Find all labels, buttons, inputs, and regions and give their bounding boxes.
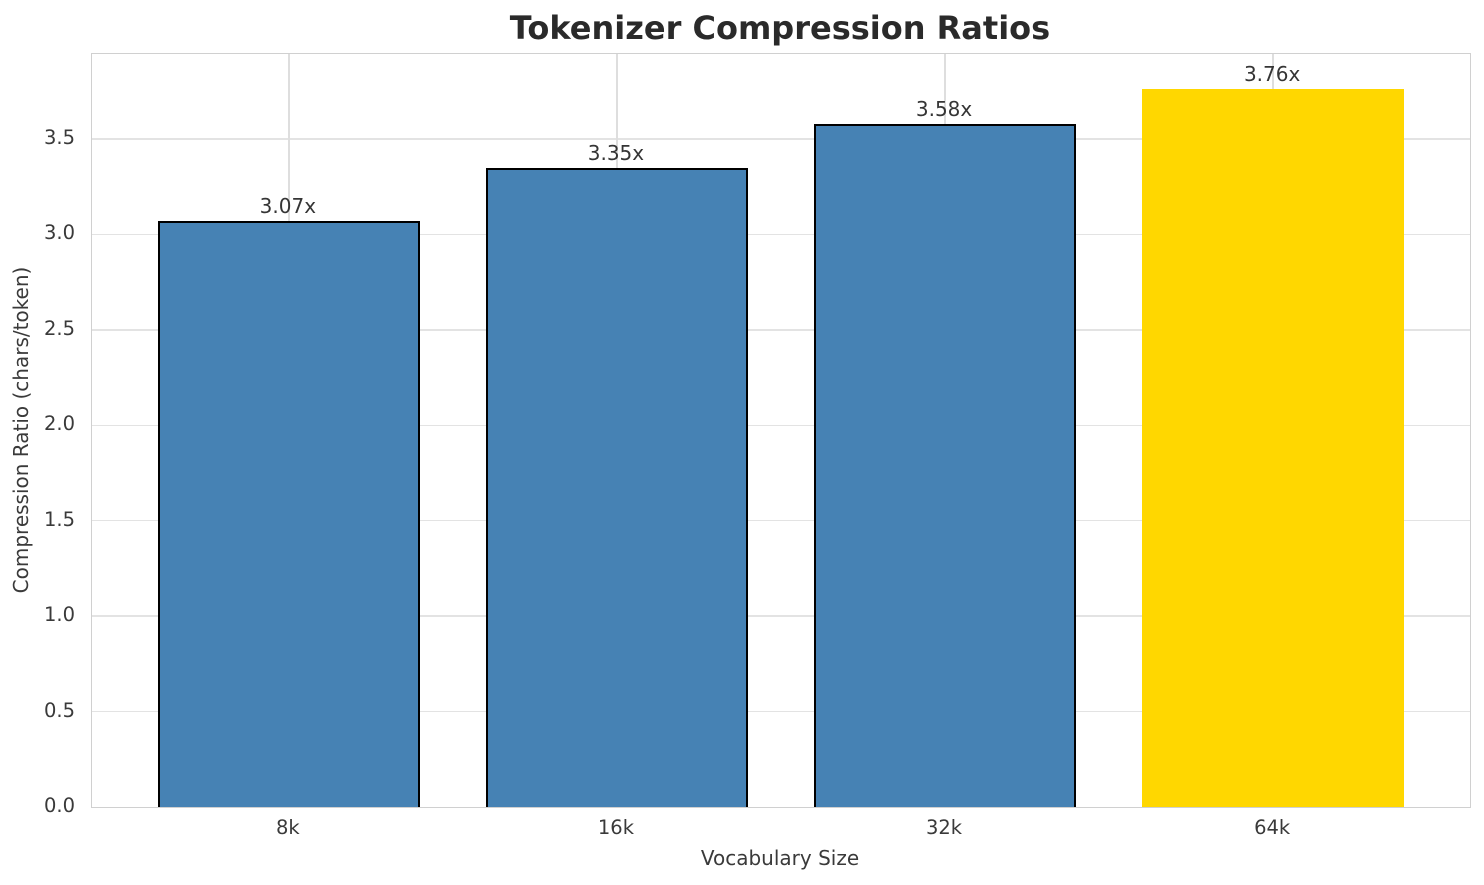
x-axis-label: Vocabulary Size: [700, 846, 860, 870]
x-tick-label-16k: 16k: [597, 816, 634, 839]
bar-16k: [485, 167, 749, 807]
bar-value-label-32k: 3.58x: [915, 96, 973, 121]
y-tick-label: 0.0: [43, 794, 75, 817]
y-tick-label: 0.5: [43, 698, 75, 722]
y-gridline: [92, 233, 1470, 236]
y-gridline: [92, 615, 1470, 617]
chart-title: Tokenizer Compression Ratios: [509, 9, 1051, 47]
y-gridline: [92, 710, 1470, 713]
y-gridline: [92, 519, 1470, 522]
bar-8k: [157, 221, 421, 807]
bar-32k: [813, 123, 1077, 807]
y-tick-label: 3.5: [43, 125, 75, 149]
y-tick-label: 1.5: [43, 507, 75, 531]
y-gridline: [92, 329, 1470, 331]
x-tick-label-8k: 8k: [275, 816, 300, 839]
plot-area: [91, 53, 1471, 808]
y-tick-label: 2.5: [43, 316, 75, 340]
y-tick-label: 2.0: [43, 412, 75, 436]
bar-value-label-64k: 3.76x: [1243, 62, 1301, 87]
y-gridline: [92, 138, 1470, 140]
y-gridline: [92, 424, 1470, 426]
x-tick-label-32k: 32k: [925, 816, 963, 839]
y-tick-label: 1.0: [43, 603, 75, 627]
bar-value-label-16k: 3.35x: [587, 140, 645, 165]
bar-64k: [1141, 89, 1405, 807]
x-tick-label-64k: 64k: [1254, 816, 1291, 839]
y-tick-label: 3.0: [43, 221, 75, 245]
bar-value-label-8k: 3.07x: [259, 194, 317, 218]
